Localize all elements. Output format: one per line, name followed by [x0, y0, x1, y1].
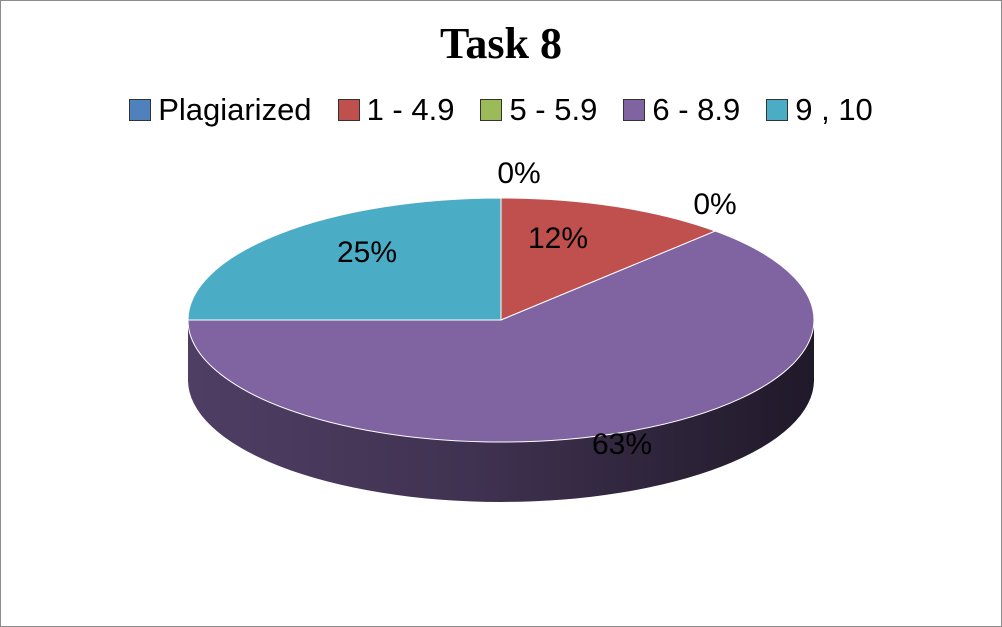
legend-item: 6 - 8.9 — [623, 92, 740, 128]
legend-swatch — [623, 99, 646, 121]
legend-item: 1 - 4.9 — [337, 92, 455, 128]
legend-swatch — [129, 99, 152, 121]
legend-label: Plagiarized — [158, 92, 312, 127]
pie-slice — [187, 230, 815, 443]
pie-slice — [500, 197, 717, 321]
legend-label: 6 - 8.9 — [652, 92, 741, 127]
legend-swatch — [766, 99, 789, 121]
legend-label: 1 - 4.9 — [366, 92, 455, 127]
pie-slice-side — [188, 320, 814, 502]
data-label: 63% — [592, 428, 652, 461]
data-label: 12% — [528, 222, 588, 255]
legend-label: 9 , 10 — [795, 92, 873, 127]
legend-item: Plagiarized — [129, 92, 312, 128]
legend-item: 9 , 10 — [766, 92, 873, 128]
legend-swatch — [337, 99, 360, 121]
legend-item: 5 - 5.9 — [480, 92, 597, 128]
chart-legend: Plagiarized 1 - 4.9 5 - 5.9 6 - 8.9 9 , 10 — [0, 92, 1002, 128]
data-label: 25% — [337, 236, 397, 269]
legend-swatch — [480, 99, 503, 121]
pie-slice — [187, 197, 502, 321]
data-label: 0% — [497, 157, 540, 190]
data-label: 0% — [693, 188, 736, 221]
chart-title: Task 8 — [440, 19, 562, 68]
legend-label: 5 - 5.9 — [509, 92, 598, 127]
